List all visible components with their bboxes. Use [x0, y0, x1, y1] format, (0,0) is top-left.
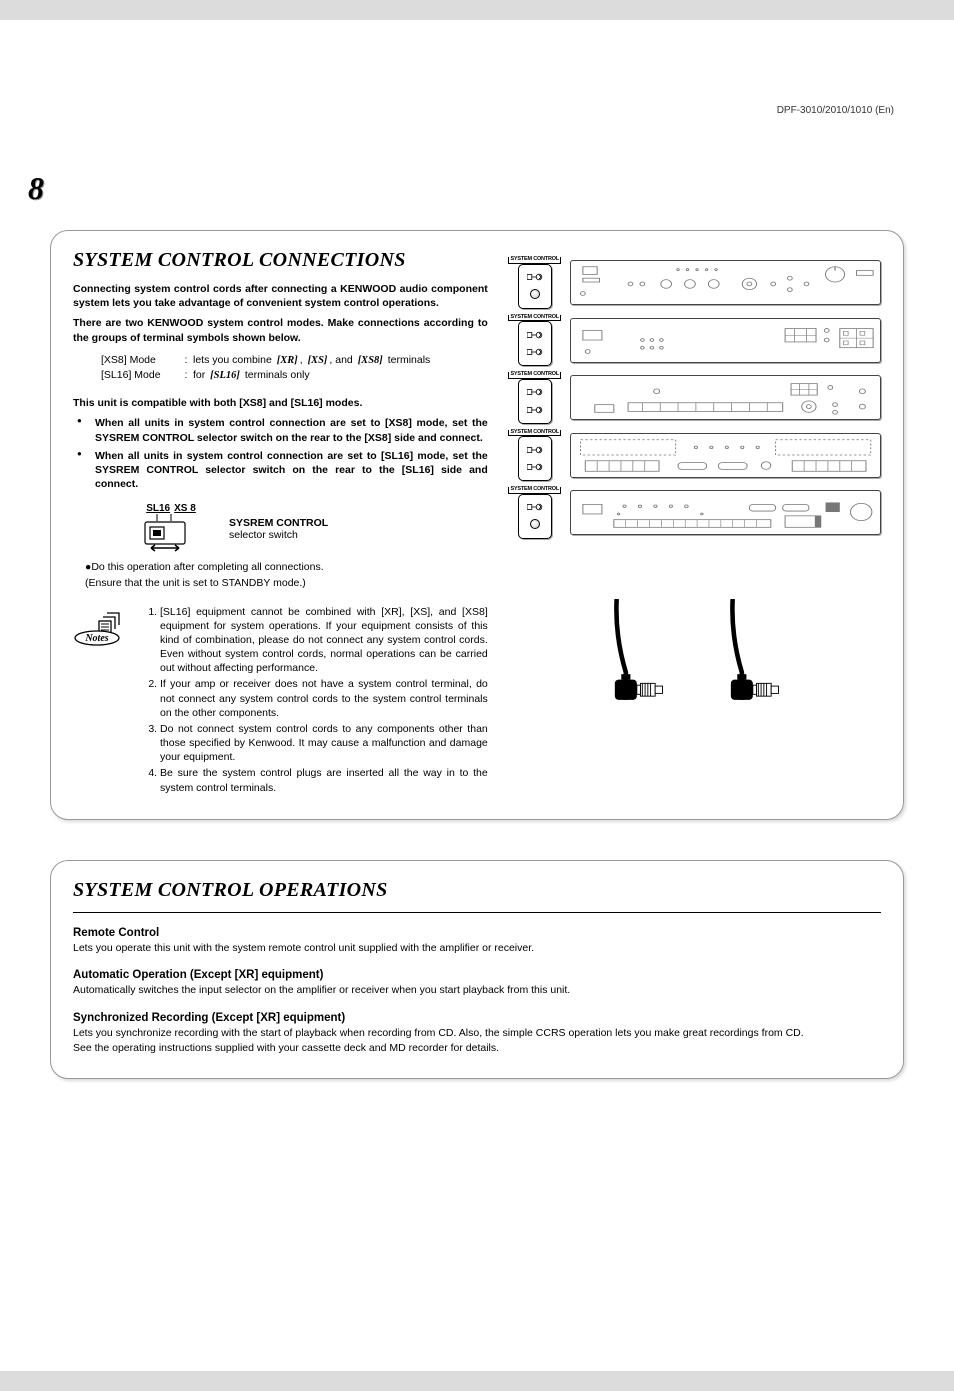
switch-diagram: SL16 XS 8 SYSREM CONTROL selector switc [143, 503, 488, 554]
sys-ctrl-label: SYSTEM CONTROL [508, 257, 561, 264]
bullet-list: When all units in system control connect… [77, 416, 488, 491]
device-row-3: SYSTEM CONTROL [506, 372, 881, 424]
jack-icon [527, 503, 543, 511]
mode-xs8-row: [XS8] Mode : lets you combine [XR], [XS]… [101, 353, 488, 369]
sys-port-icon [518, 321, 552, 366]
terminal-xr: [XR] [276, 353, 299, 369]
device-box-cassette [570, 433, 881, 478]
jack-icon [527, 463, 543, 471]
jack-icon [527, 406, 543, 414]
left-column: SYSTEM CONTROL CONNECTIONS Connecting sy… [73, 249, 488, 797]
jack-icon [527, 273, 543, 281]
intro-para-1: Connecting system control cords after co… [73, 282, 488, 310]
jack-icon [527, 348, 543, 356]
selector-switch-icon [143, 514, 199, 554]
jack-icon [527, 331, 543, 339]
plug-diagram [506, 599, 881, 709]
notes-badge: Notes [73, 605, 128, 649]
notes-block: Notes [SL16] equipment cannot be combine… [73, 605, 488, 797]
right-column: SYSTEM CONTROL [506, 249, 881, 797]
knob-icon [530, 289, 540, 299]
heading-remote-control: Remote Control [73, 927, 881, 939]
para-synchronized-recording-1: Lets you synchronize recording with the … [73, 1026, 881, 1041]
intro-para-2: There are two KENWOOD system control mod… [73, 316, 488, 344]
mode-xs8-desc: lets you combine [XR], [XS], and [XS8] t… [193, 353, 430, 369]
compat-note: This unit is compatible with both [XS8] … [73, 396, 488, 410]
device-box-md [570, 490, 881, 535]
sys-ctrl-block: SYSTEM CONTROL [506, 487, 564, 539]
knob-icon [530, 519, 540, 529]
note-item-1: [SL16] equipment cannot be combined with… [160, 605, 488, 676]
mode-sl16-label: [SL16] Mode [101, 368, 179, 384]
sys-port-icon [518, 379, 552, 424]
bullet-sl16: When all units in system control connect… [77, 449, 488, 492]
page-number: 8 [28, 170, 44, 207]
switch-caption: SYSREM CONTROL selector switch [229, 517, 328, 541]
device-row-2: SYSTEM CONTROL [506, 315, 881, 367]
terminal-xs: [XS] [307, 353, 329, 369]
device-row-5: SYSTEM CONTROL [506, 487, 881, 539]
switch-caption-plain: selector switch [229, 529, 328, 541]
note-item-2: If your amp or receiver does not have a … [160, 677, 488, 720]
section-title: SYSTEM CONTROL OPERATIONS [73, 879, 881, 902]
device-box-amp [570, 318, 881, 363]
jack-icon [527, 446, 543, 454]
svg-text:Notes: Notes [84, 633, 108, 644]
sys-ctrl-label: SYSTEM CONTROL [508, 487, 561, 494]
jack-icon [527, 388, 543, 396]
sys-port-icon [518, 436, 552, 481]
device-row-4: SYSTEM CONTROL [506, 430, 881, 482]
component-stack-diagram: SYSTEM CONTROL [506, 249, 881, 539]
terminal-xs8: [XS8] [357, 353, 384, 369]
para-automatic-operation: Automatically switches the input selecto… [73, 983, 881, 998]
manual-page: DPF-3010/2010/1010 (En) 8 SYSTEM CONTROL… [0, 20, 954, 1371]
notes-list: [SL16] equipment cannot be combined with… [142, 605, 488, 797]
mode-list: [XS8] Mode : lets you combine [XR], [XS]… [101, 353, 488, 385]
sys-ctrl-block: SYSTEM CONTROL [506, 372, 564, 424]
plug-left-icon [595, 599, 675, 709]
switch-label-xs8: XS 8 [174, 503, 196, 514]
sys-ctrl-label: SYSTEM CONTROL [508, 372, 561, 379]
post-note-1: ●Do this operation after completing all … [85, 560, 488, 574]
switch-caption-bold: SYSREM CONTROL [229, 517, 328, 529]
header-model: DPF-3010/2010/1010 (En) [777, 105, 894, 116]
para-synchronized-recording-2: See the operating instructions supplied … [73, 1041, 881, 1056]
sys-ctrl-block: SYSTEM CONTROL [506, 257, 564, 309]
bullet-xs8: When all units in system control connect… [77, 416, 488, 444]
sys-ctrl-block: SYSTEM CONTROL [506, 430, 564, 482]
sys-ctrl-block: SYSTEM CONTROL [506, 315, 564, 367]
para-remote-control: Lets you operate this unit with the syst… [73, 941, 881, 956]
section-system-control-connections: SYSTEM CONTROL CONNECTIONS Connecting sy… [50, 230, 904, 820]
note-item-4: Be sure the system control plugs are ins… [160, 766, 488, 794]
section-system-control-operations: SYSTEM CONTROL OPERATIONS Remote Control… [50, 860, 904, 1079]
section-title: SYSTEM CONTROL CONNECTIONS [73, 249, 488, 272]
switch-label-sl16: SL16 [146, 503, 170, 514]
sys-port-icon [518, 494, 552, 539]
mode-sl16-row: [SL16] Mode : for [SL16] terminals only [101, 368, 488, 384]
heading-synchronized-recording: Synchronized Recording (Except [XR] equi… [73, 1012, 881, 1024]
post-note-2: (Ensure that the unit is set to STANDBY … [85, 576, 488, 590]
title-rule [73, 912, 881, 913]
plug-right-icon [711, 599, 791, 709]
device-box-cd [570, 260, 881, 305]
note-item-3: Do not connect system control cords to a… [160, 722, 488, 765]
switch-graphic: SL16 XS 8 [143, 503, 199, 554]
heading-automatic-operation: Automatic Operation (Except [XR] equipme… [73, 969, 881, 981]
mode-sl16-desc: for [SL16] terminals only [193, 368, 310, 384]
notes-icon: Notes [73, 611, 128, 646]
mode-xs8-label: [XS8] Mode [101, 353, 179, 369]
device-row-1: SYSTEM CONTROL [506, 257, 881, 309]
terminal-sl16: [SL16] [209, 368, 241, 384]
sys-port-icon [518, 264, 552, 309]
device-box-tuner [570, 375, 881, 420]
